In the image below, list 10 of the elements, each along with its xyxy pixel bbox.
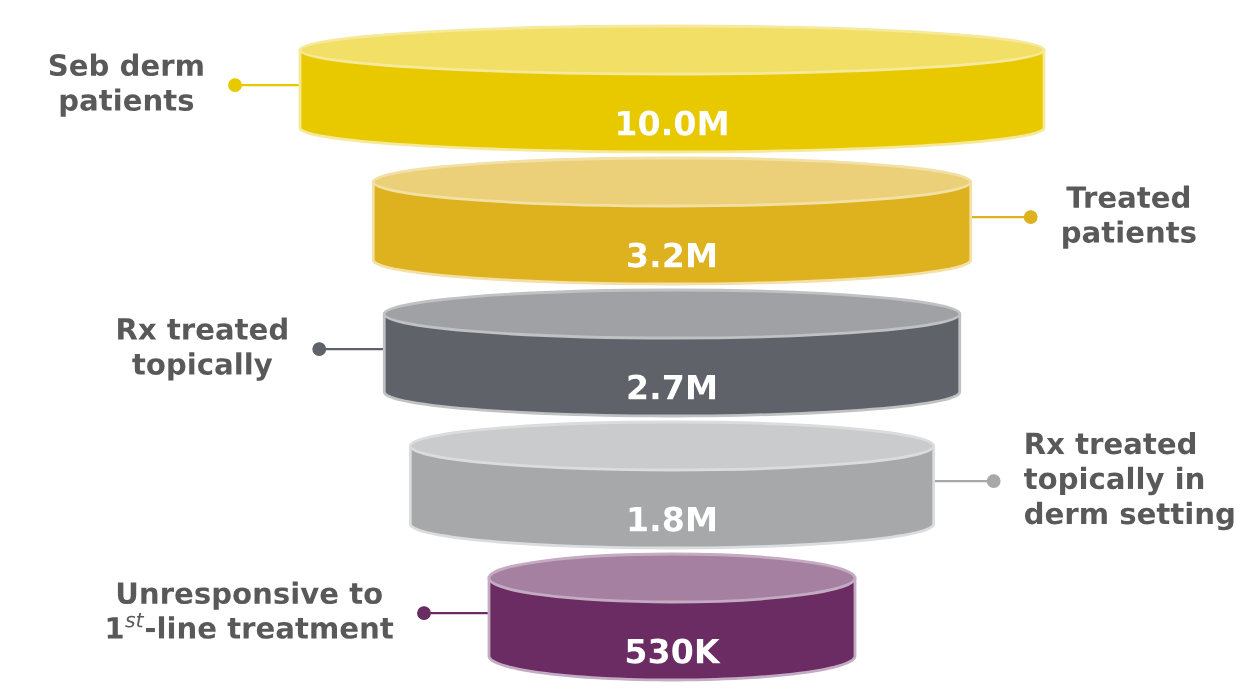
data-label: 3.2M	[628, 242, 716, 268]
category-label: Rx treated topically	[118, 317, 287, 381]
data-label: 530K	[626, 638, 721, 664]
category-label: Unresponsive to 1$^{st}$-line treatment	[107, 581, 394, 639]
data-label: 10.0M	[618, 110, 727, 136]
data-label: 1.8M	[629, 506, 716, 532]
category-label: Treated patients	[1063, 185, 1196, 249]
data-label: 2.7M	[628, 374, 716, 400]
category-label: Seb derm patients	[49, 53, 203, 117]
category-label: Rx treated topically in derm setting	[1024, 431, 1234, 531]
